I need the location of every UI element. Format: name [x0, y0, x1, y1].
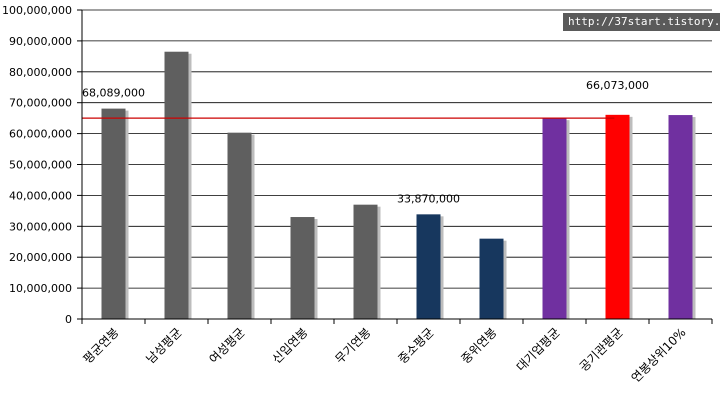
y-tick-label: 80,000,000: [9, 66, 72, 79]
bar: [479, 238, 504, 319]
watermark-label: http://37start.tistory.com: [563, 13, 720, 31]
x-tick-label: 여성평균: [206, 325, 247, 366]
x-tick-label: 무기연봉: [332, 325, 373, 366]
y-tick-label: 0: [65, 313, 72, 326]
axes: [81, 10, 712, 320]
bar: [290, 217, 315, 319]
y-tick-label: 100,000,000: [2, 4, 72, 17]
y-tick-label: 50,000,000: [9, 159, 72, 172]
x-tick-label: 대기업평균: [514, 325, 563, 374]
bar: [542, 118, 567, 320]
x-tick-label: 중위연봉: [458, 325, 499, 366]
x-tick-label: 연봉상위10%: [629, 325, 689, 385]
y-tick-label: 70,000,000: [9, 97, 72, 110]
x-tick-label: 공기관평균: [577, 325, 626, 374]
annotation-label: 33,870,000: [397, 192, 460, 205]
bar: [164, 51, 189, 320]
x-tick-label: 남성평균: [143, 325, 184, 366]
bar: [227, 132, 252, 319]
bar: [101, 108, 126, 320]
x-tick-label: 평균연봉: [80, 325, 121, 366]
x-tick-label: 신입연봉: [269, 325, 310, 366]
y-tick-label: 60,000,000: [9, 128, 72, 141]
bar: [416, 214, 441, 319]
y-axis-ticks: 0 10,000,000 20,000,000 30,000,000 40,000,00…: [2, 4, 82, 326]
annotation-label: 68,089,000: [82, 87, 145, 100]
x-tick-label: 중소평균: [395, 325, 436, 366]
y-tick-label: 40,000,000: [9, 189, 72, 202]
x-axis-ticks: 평균연봉 남성평균 여성평균 신입연봉 무기연봉 중소평균 중위연봉 대기업평균 공기관평균 연봉…: [80, 319, 713, 385]
bars: [101, 51, 696, 320]
bar: [668, 115, 693, 319]
bar: [605, 114, 630, 319]
y-tick-label: 90,000,000: [9, 35, 72, 48]
annotations: 68,089,000 33,870,000 66,073,000: [82, 79, 649, 206]
bar: [353, 204, 378, 319]
y-tick-label: 10,000,000: [9, 282, 72, 295]
y-tick-label: 20,000,000: [9, 251, 72, 264]
annotation-label: 66,073,000: [586, 79, 649, 92]
y-tick-label: 30,000,000: [9, 220, 72, 233]
